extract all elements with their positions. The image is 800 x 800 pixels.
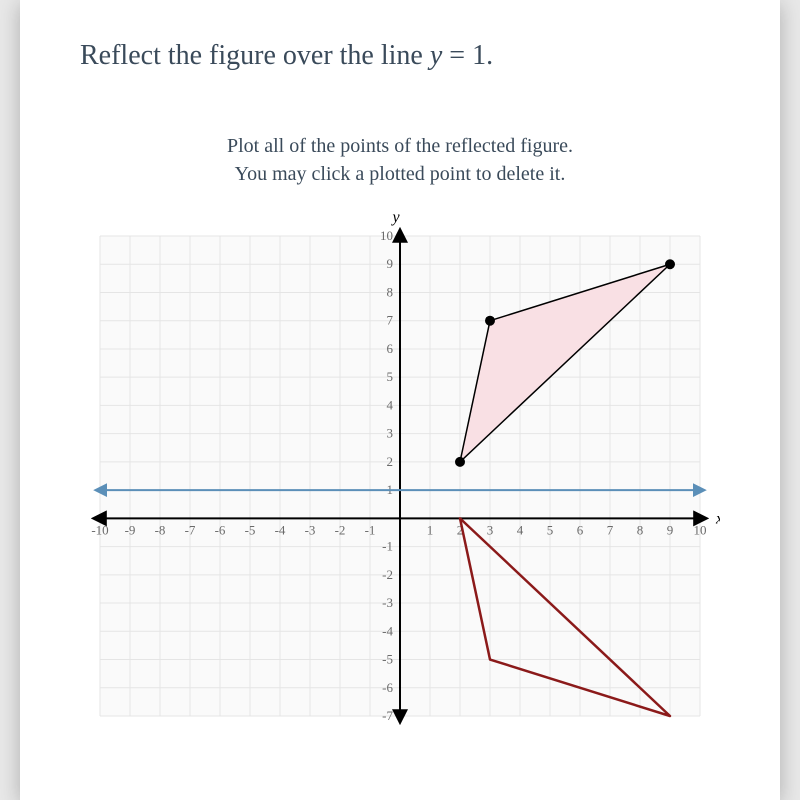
svg-text:-8: -8 — [155, 522, 166, 537]
problem-card: Reflect the figure over the line y = 1. … — [20, 0, 780, 800]
svg-text:6: 6 — [577, 522, 584, 537]
svg-text:10: 10 — [380, 228, 393, 243]
svg-text:5: 5 — [387, 369, 394, 384]
svg-text:4: 4 — [517, 522, 524, 537]
svg-text:-6: -6 — [382, 680, 393, 695]
svg-text:1: 1 — [427, 522, 434, 537]
svg-text:-7: -7 — [185, 522, 196, 537]
svg-text:7: 7 — [607, 522, 614, 537]
svg-text:8: 8 — [637, 522, 644, 537]
svg-text:9: 9 — [387, 256, 394, 271]
svg-text:-4: -4 — [382, 623, 393, 638]
svg-text:7: 7 — [387, 313, 394, 328]
svg-text:-5: -5 — [245, 522, 256, 537]
chart-container: -10 -9 -8 -7 -6 -5 -4 -3 -2 -1 1 2 3 4 5 6 7 8 9 10 -7 -6 -5 -4… — [50, 206, 750, 726]
svg-text:x: x — [715, 510, 720, 527]
svg-text:8: 8 — [387, 284, 394, 299]
svg-text:-7: -7 — [382, 708, 393, 723]
svg-text:4: 4 — [387, 397, 394, 412]
svg-text:-5: -5 — [382, 652, 393, 667]
title-var: y — [430, 40, 442, 71]
svg-text:-9: -9 — [125, 522, 136, 537]
svg-text:3: 3 — [487, 522, 494, 537]
svg-text:-2: -2 — [382, 567, 393, 582]
svg-text:5: 5 — [547, 522, 554, 537]
svg-text:-2: -2 — [335, 522, 346, 537]
svg-text:-3: -3 — [305, 522, 316, 537]
svg-text:-3: -3 — [382, 595, 393, 610]
svg-text:10: 10 — [694, 522, 707, 537]
title-text: Reflect the figure over the line — [80, 40, 430, 71]
coordinate-grid[interactable]: -10 -9 -8 -7 -6 -5 -4 -3 -2 -1 1 2 3 4 5 6 7 8 9 10 -7 -6 -5 -4… — [80, 206, 720, 726]
instruction-line1: Plot all of the points of the reflected … — [50, 132, 750, 160]
svg-text:-1: -1 — [382, 539, 393, 554]
svg-text:2: 2 — [387, 454, 394, 469]
title-eq: = 1. — [442, 40, 493, 71]
svg-text:3: 3 — [387, 426, 394, 441]
svg-text:-1: -1 — [365, 522, 376, 537]
svg-text:y: y — [390, 209, 400, 226]
svg-text:-4: -4 — [275, 522, 286, 537]
svg-text:6: 6 — [387, 341, 394, 356]
problem-title: Reflect the figure over the line y = 1. — [80, 40, 750, 72]
svg-text:-10: -10 — [91, 522, 108, 537]
instruction-line2: You may click a plotted point to delete … — [50, 160, 750, 188]
svg-text:-6: -6 — [215, 522, 226, 537]
svg-text:9: 9 — [667, 522, 674, 537]
instruction-text: Plot all of the points of the reflected … — [50, 132, 750, 188]
